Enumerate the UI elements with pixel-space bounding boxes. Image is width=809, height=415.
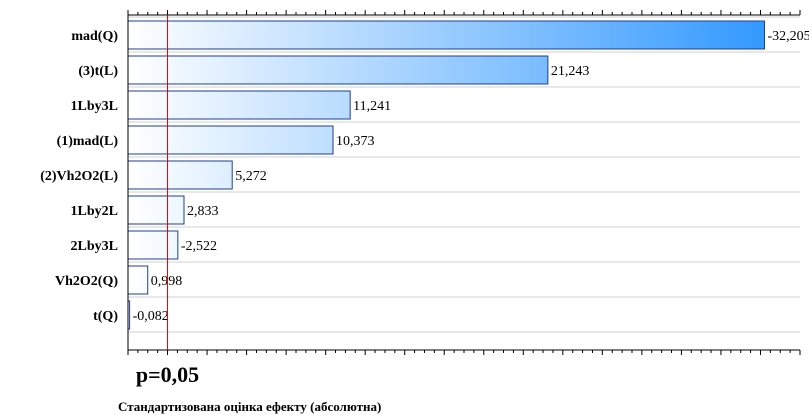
bar <box>127 195 185 225</box>
category-label: (1)mad(L) <box>57 134 119 149</box>
bar <box>127 265 149 295</box>
category-label: 1Lby2L <box>71 204 118 219</box>
category-label: (3)t(L) <box>78 64 118 79</box>
category-label: (2)Vh2O2(L) <box>40 169 118 184</box>
value-labels: -32,205 21,243 11,241 10,373 5,272 2,833 -2,52… <box>133 29 809 324</box>
category-label: 2Lby3L <box>71 239 118 254</box>
bar <box>127 160 233 190</box>
bars <box>127 20 766 330</box>
value-label: 21,243 <box>551 64 590 79</box>
bar <box>127 230 179 260</box>
category-label: Vh2O2(Q) <box>55 274 118 289</box>
category-labels: mad(Q) (3)t(L) 1Lby3L (1)mad(L) (2)Vh2O2(L) 1… <box>40 29 118 324</box>
gridlines <box>128 16 800 333</box>
value-label: -32,205 <box>768 29 809 44</box>
value-label: -0,082 <box>133 309 169 324</box>
bar <box>127 125 334 155</box>
value-label: 11,241 <box>353 99 391 114</box>
value-label: 5,272 <box>235 169 267 184</box>
value-label: 0,998 <box>151 274 183 289</box>
value-label: 2,833 <box>187 204 219 219</box>
bar <box>127 90 351 120</box>
axis-ticks <box>127 10 801 355</box>
bar <box>127 55 549 85</box>
x-axis-label: Стандартизована оцінка ефекту (абсолютна… <box>118 399 381 414</box>
value-label: 10,373 <box>336 134 375 149</box>
category-label: 1Lby3L <box>71 99 118 114</box>
significance-label: p=0,05 <box>136 362 199 387</box>
bar <box>127 20 766 50</box>
category-label: t(Q) <box>93 309 118 324</box>
category-label: mad(Q) <box>71 29 118 44</box>
value-label: -2,522 <box>181 239 217 254</box>
